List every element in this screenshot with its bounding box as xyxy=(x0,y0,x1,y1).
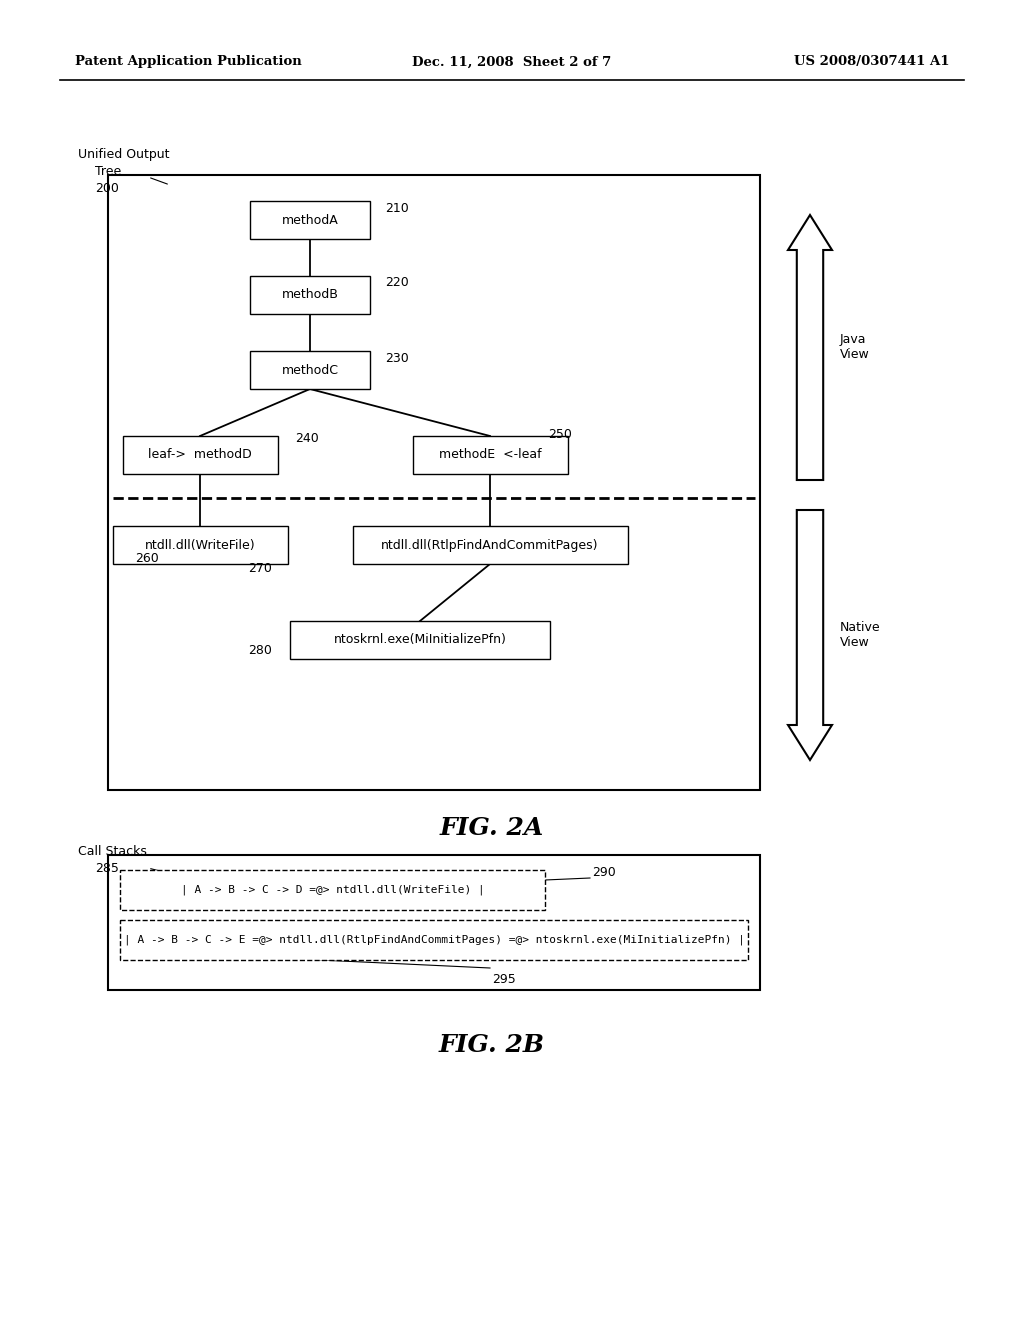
Bar xyxy=(108,176,760,789)
Text: 285: 285 xyxy=(95,862,119,875)
Bar xyxy=(250,276,370,314)
Bar xyxy=(120,870,545,909)
Bar xyxy=(250,351,370,389)
Text: FIG. 2B: FIG. 2B xyxy=(439,1034,545,1057)
Text: Unified Output: Unified Output xyxy=(78,148,170,161)
Text: 270: 270 xyxy=(248,561,272,574)
Text: 290: 290 xyxy=(592,866,615,879)
Text: 260: 260 xyxy=(135,552,159,565)
Text: 295: 295 xyxy=(492,973,516,986)
Text: 220: 220 xyxy=(385,276,409,289)
Text: Call Stacks: Call Stacks xyxy=(78,845,146,858)
Text: ntdll.dll(RtlpFindAndCommitPages): ntdll.dll(RtlpFindAndCommitPages) xyxy=(381,539,599,552)
Text: Patent Application Publication: Patent Application Publication xyxy=(75,55,302,69)
Bar xyxy=(120,920,748,960)
Text: | A -> B -> C -> E =@> ntdll.dll(RtlpFindAndCommitPages) =@> ntoskrnl.exe(MiInit: | A -> B -> C -> E =@> ntdll.dll(RtlpFin… xyxy=(124,935,744,945)
Text: FIG. 2A: FIG. 2A xyxy=(440,816,544,840)
Text: US 2008/0307441 A1: US 2008/0307441 A1 xyxy=(794,55,949,69)
Text: 240: 240 xyxy=(295,432,318,445)
Text: 210: 210 xyxy=(385,202,409,214)
Bar xyxy=(352,525,628,564)
Bar xyxy=(290,620,550,659)
Text: 200: 200 xyxy=(95,182,119,195)
Bar xyxy=(108,855,760,990)
Text: methodA: methodA xyxy=(282,214,338,227)
Text: ntdll.dll(WriteFile): ntdll.dll(WriteFile) xyxy=(144,539,255,552)
Text: 230: 230 xyxy=(385,351,409,364)
Text: | A -> B -> C -> D =@> ntdll.dll(WriteFile) |: | A -> B -> C -> D =@> ntdll.dll(WriteFi… xyxy=(180,884,484,895)
Text: methodE  <-leaf: methodE <-leaf xyxy=(438,449,542,462)
Text: 280: 280 xyxy=(248,644,272,656)
Bar xyxy=(413,436,567,474)
Bar xyxy=(113,525,288,564)
Polygon shape xyxy=(788,510,831,760)
Text: 250: 250 xyxy=(548,429,571,441)
Text: ntoskrnl.exe(MiInitializePfn): ntoskrnl.exe(MiInitializePfn) xyxy=(334,634,507,647)
Text: leaf->  methodD: leaf-> methodD xyxy=(148,449,252,462)
Text: Java
View: Java View xyxy=(840,334,869,362)
Text: Dec. 11, 2008  Sheet 2 of 7: Dec. 11, 2008 Sheet 2 of 7 xyxy=(413,55,611,69)
Bar xyxy=(123,436,278,474)
Polygon shape xyxy=(788,215,831,480)
Bar xyxy=(250,201,370,239)
Text: Native
View: Native View xyxy=(840,620,881,649)
Text: methodC: methodC xyxy=(282,363,339,376)
Text: Tree: Tree xyxy=(95,165,121,178)
Text: methodB: methodB xyxy=(282,289,339,301)
